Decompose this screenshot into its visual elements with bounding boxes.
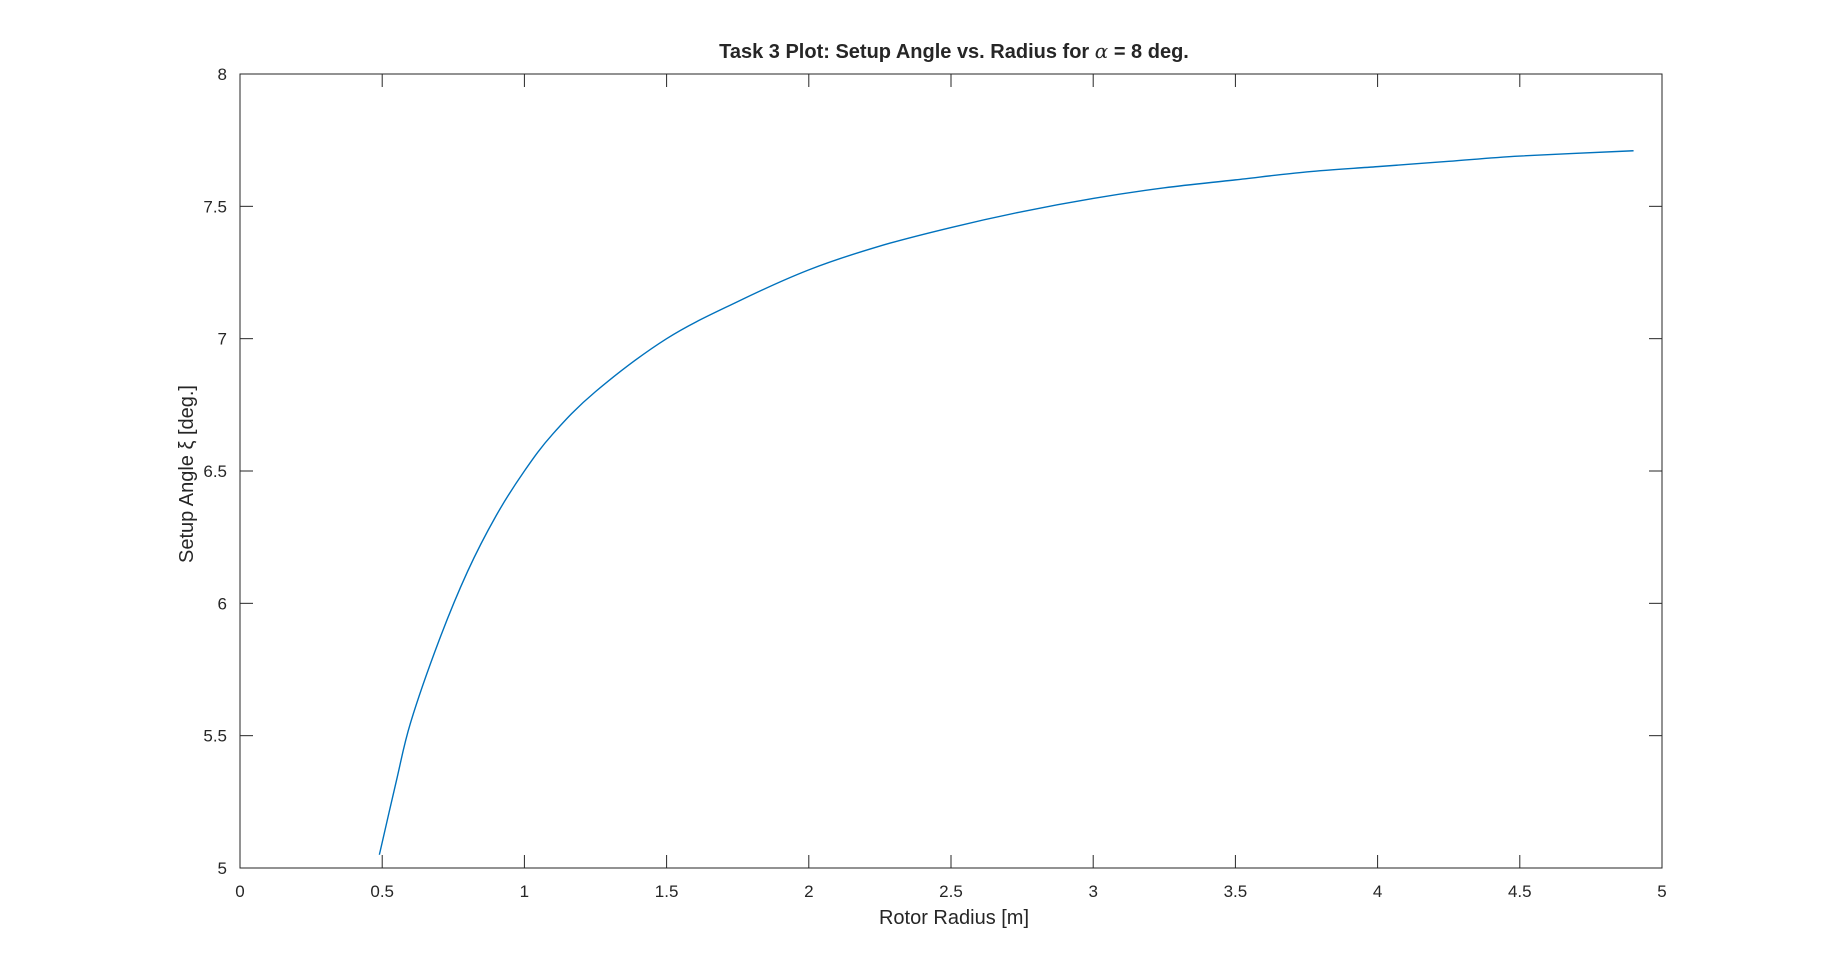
y-tick-label: 8 bbox=[218, 65, 227, 84]
data-point bbox=[808, 269, 809, 270]
chart-title-prefix: Task 3 Plot: Setup Angle vs. Radius for bbox=[719, 41, 1095, 63]
x-tick-label: 0 bbox=[235, 882, 244, 901]
data-point bbox=[1633, 150, 1634, 151]
x-tick-label: 1.5 bbox=[655, 882, 679, 901]
data-point bbox=[524, 470, 525, 471]
plot-area bbox=[239, 73, 1663, 869]
x-tick-label: 3 bbox=[1088, 882, 1097, 901]
data-point bbox=[1164, 187, 1165, 188]
data-point bbox=[495, 515, 496, 516]
y-tick-label: 6 bbox=[218, 594, 227, 613]
y-tick-label: 5.5 bbox=[203, 727, 227, 746]
data-point bbox=[1377, 166, 1378, 167]
x-tick-label: 0.5 bbox=[370, 882, 394, 901]
data-point bbox=[1235, 179, 1236, 180]
data-point bbox=[1093, 198, 1094, 199]
data-point bbox=[396, 780, 397, 781]
data-point bbox=[1519, 155, 1520, 156]
y-tick-labels: 5 5.5 6 6.5 7 7.5 8 bbox=[203, 65, 227, 878]
y-tick-label: 7 bbox=[218, 330, 227, 349]
y-tick-label: 6.5 bbox=[203, 462, 227, 481]
y-tick-label: 5 bbox=[218, 859, 227, 878]
x-tick-label: 4.5 bbox=[1508, 882, 1532, 901]
data-point bbox=[950, 227, 951, 228]
x-tick-label: 1 bbox=[520, 882, 529, 901]
axis-ticks bbox=[239, 73, 1663, 869]
data-point bbox=[666, 338, 667, 339]
y-axis-label: Setup Angle ξ [deg.] bbox=[176, 385, 198, 563]
x-tick-label: 3.5 bbox=[1224, 882, 1248, 901]
series-layer bbox=[378, 150, 1634, 855]
chart-title-alpha-symbol: α bbox=[1095, 39, 1109, 63]
x-axis-label: Rotor Radius [m] bbox=[879, 907, 1029, 929]
x-tick-label: 5 bbox=[1657, 882, 1666, 901]
data-point bbox=[595, 391, 596, 392]
data-point bbox=[879, 245, 880, 246]
x-tick-labels: 0 0.5 1 1.5 2 2.5 3 3.5 4 4.5 5 bbox=[235, 882, 1666, 901]
data-point bbox=[1306, 171, 1307, 172]
x-tick-label: 4 bbox=[1373, 882, 1382, 901]
y-tick-label: 7.5 bbox=[203, 197, 227, 216]
data-point bbox=[410, 722, 411, 723]
data-point bbox=[467, 571, 468, 572]
data-point bbox=[1022, 211, 1023, 212]
data-point bbox=[1448, 161, 1449, 162]
x-tick-label: 2.5 bbox=[939, 882, 963, 901]
chart-title: Task 3 Plot: Setup Angle vs. Radius for … bbox=[719, 39, 1189, 63]
data-point bbox=[379, 854, 380, 855]
data-point bbox=[737, 301, 738, 302]
chart-title-suffix: = 8 deg. bbox=[1108, 41, 1189, 63]
data-point bbox=[552, 433, 553, 434]
series-line-0 bbox=[378, 150, 1634, 855]
axes-box bbox=[239, 73, 1663, 869]
x-tick-label: 2 bbox=[804, 882, 813, 901]
data-point bbox=[438, 640, 439, 641]
